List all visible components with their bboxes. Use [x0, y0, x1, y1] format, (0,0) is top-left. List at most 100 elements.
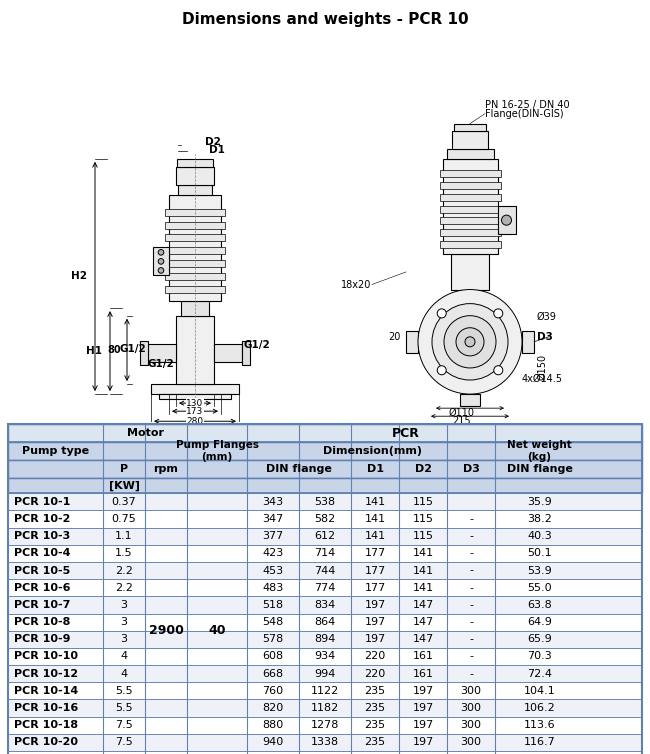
Text: 612: 612: [315, 531, 335, 541]
Circle shape: [437, 309, 446, 318]
Text: 864: 864: [315, 617, 335, 627]
Text: 300: 300: [460, 720, 482, 730]
Circle shape: [494, 366, 503, 375]
Text: G1/2: G1/2: [244, 340, 271, 350]
Text: Dimensions and weights - PCR 10: Dimensions and weights - PCR 10: [182, 12, 468, 27]
Text: 141: 141: [413, 548, 434, 559]
Text: 197: 197: [412, 686, 434, 696]
Bar: [8, 425, 642, 443]
Text: P: P: [120, 464, 128, 474]
Text: 1182: 1182: [311, 703, 339, 713]
Bar: [165, 273, 225, 280]
Text: 115: 115: [413, 497, 434, 507]
Text: 2.2: 2.2: [115, 566, 133, 575]
Text: 197: 197: [365, 634, 385, 644]
Bar: [8, 751, 642, 754]
Text: 115: 115: [413, 514, 434, 524]
Text: 106.2: 106.2: [524, 703, 555, 713]
Text: 141: 141: [413, 566, 434, 575]
Text: 538: 538: [315, 497, 335, 507]
Bar: [8, 510, 642, 528]
Bar: [8, 443, 642, 460]
Bar: [443, 159, 497, 254]
Bar: [8, 544, 642, 562]
Text: 4: 4: [120, 651, 127, 661]
Circle shape: [432, 304, 508, 380]
Text: Ø150: Ø150: [537, 354, 547, 380]
Text: 300: 300: [460, 703, 482, 713]
Text: Dimension(mm): Dimension(mm): [322, 446, 421, 456]
Bar: [153, 247, 169, 275]
Text: 834: 834: [315, 600, 335, 610]
Text: 934: 934: [315, 651, 335, 661]
Bar: [176, 167, 214, 185]
Text: 115: 115: [413, 531, 434, 541]
Bar: [165, 209, 225, 216]
Text: -: -: [469, 583, 473, 593]
Bar: [8, 478, 642, 493]
Text: PCR: PCR: [393, 427, 420, 440]
Text: 40: 40: [208, 624, 226, 637]
Text: Flange(DIN-GIS): Flange(DIN-GIS): [485, 109, 564, 118]
Text: 161: 161: [413, 669, 434, 679]
Bar: [8, 528, 642, 544]
Text: 235: 235: [365, 720, 385, 730]
Text: 343: 343: [263, 497, 283, 507]
Text: 113.6: 113.6: [524, 720, 555, 730]
Bar: [8, 700, 642, 716]
Text: 483: 483: [263, 583, 283, 593]
Text: 141: 141: [413, 583, 434, 593]
Text: 3: 3: [120, 634, 127, 644]
Bar: [181, 301, 209, 316]
Text: PCR 10-16: PCR 10-16: [14, 703, 78, 713]
Text: 55.0: 55.0: [527, 583, 552, 593]
Text: 2.2: 2.2: [115, 583, 133, 593]
Text: PCR 10-3: PCR 10-3: [14, 531, 70, 541]
Bar: [452, 130, 488, 149]
Text: 197: 197: [412, 737, 434, 747]
Text: PCR 10-10: PCR 10-10: [14, 651, 78, 661]
Text: 65.9: 65.9: [527, 634, 552, 644]
Text: 18x20: 18x20: [341, 280, 371, 290]
Text: 173: 173: [187, 406, 203, 415]
Text: Ø110: Ø110: [449, 408, 475, 418]
Text: -: -: [469, 566, 473, 575]
Circle shape: [158, 250, 164, 255]
Bar: [447, 149, 493, 159]
Text: 894: 894: [315, 634, 335, 644]
Text: 820: 820: [263, 703, 283, 713]
Text: 994: 994: [315, 669, 335, 679]
Text: 5.5: 5.5: [115, 686, 133, 696]
Text: G1/2: G1/2: [148, 359, 174, 369]
Text: 40.3: 40.3: [527, 531, 552, 541]
Text: 63.8: 63.8: [527, 600, 552, 610]
Text: 3: 3: [120, 600, 127, 610]
Text: PCR 10-1: PCR 10-1: [14, 497, 70, 507]
Text: 1.5: 1.5: [115, 548, 133, 559]
Bar: [178, 185, 212, 195]
Text: 377: 377: [263, 531, 283, 541]
Text: 2900: 2900: [149, 624, 183, 637]
Text: PCR 10-6: PCR 10-6: [14, 583, 70, 593]
Bar: [8, 682, 642, 700]
Text: PCR 10-14: PCR 10-14: [14, 686, 78, 696]
Text: 220: 220: [365, 651, 385, 661]
Text: Net weight
(kg): Net weight (kg): [507, 440, 572, 462]
Text: -: -: [469, 600, 473, 610]
Text: PCR 10-9: PCR 10-9: [14, 634, 70, 644]
Text: Pump type: Pump type: [22, 446, 89, 456]
Bar: [165, 222, 225, 228]
Text: 80: 80: [107, 345, 121, 355]
Text: 70.3: 70.3: [527, 651, 552, 661]
Text: 147: 147: [412, 617, 434, 627]
Text: PCR 10-8: PCR 10-8: [14, 617, 70, 627]
Text: PCR 10-5: PCR 10-5: [14, 566, 70, 575]
Text: 518: 518: [263, 600, 283, 610]
Bar: [439, 229, 500, 237]
Bar: [460, 394, 480, 406]
Text: DIN flange: DIN flange: [506, 464, 573, 474]
Text: 1278: 1278: [311, 720, 339, 730]
Bar: [8, 665, 642, 682]
Text: 147: 147: [412, 600, 434, 610]
Text: D1: D1: [367, 464, 384, 474]
